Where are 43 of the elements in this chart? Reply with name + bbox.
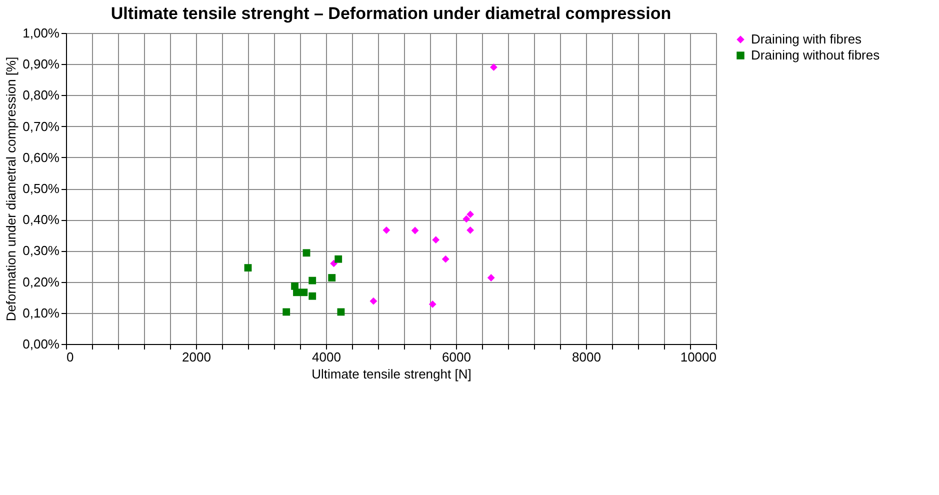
legend-label: Draining without fibres [751,48,880,62]
y-tick-label: 0,30% [22,243,60,258]
point [382,226,390,234]
point [328,274,336,282]
x-tick-label: 10000 [680,350,716,364]
point [462,215,470,223]
point [244,264,252,272]
point [302,249,310,257]
point [334,255,342,263]
point [411,226,419,234]
y-tick-label: 1,00% [22,26,60,40]
point [282,308,290,316]
y-tick-label: 0,80% [22,88,60,103]
point [428,300,436,308]
y-tick-label: 0,20% [22,274,60,290]
y-axis-title: Deformation under diametral compression [%] [4,56,19,322]
point [487,274,495,282]
point [466,210,474,218]
legend-label: Draining with fibres [751,32,862,46]
point [370,297,378,305]
x-tick-label: 2000 [182,350,211,364]
point [490,64,498,71]
y-tick-label: 0,70% [22,118,60,134]
point [293,288,300,296]
x-tick-label: 4000 [312,350,341,364]
y-tick-label: 0,40% [22,212,60,228]
y-tick-label: 0,60% [22,150,60,165]
point [432,236,440,244]
point [337,308,345,316]
x-tick-label: 0 [66,350,74,364]
y-tick-label: 0,50% [22,181,60,196]
y-tick-label: 0,10% [22,305,60,320]
y-tick-label: 0,90% [22,56,60,72]
point [308,292,316,300]
x-tick-label: 6000 [442,350,471,364]
y-tick-label: 0,00% [22,336,60,352]
x-tick-label: 8000 [572,350,601,364]
chart-title: Ultimate tensile strenght – Deformation under diametral compression [110,4,672,23]
point [442,255,450,263]
point [300,288,308,296]
point [466,226,474,234]
x-axis-title: Ultimate tensile strenght [N] [312,366,472,382]
point [308,276,316,284]
